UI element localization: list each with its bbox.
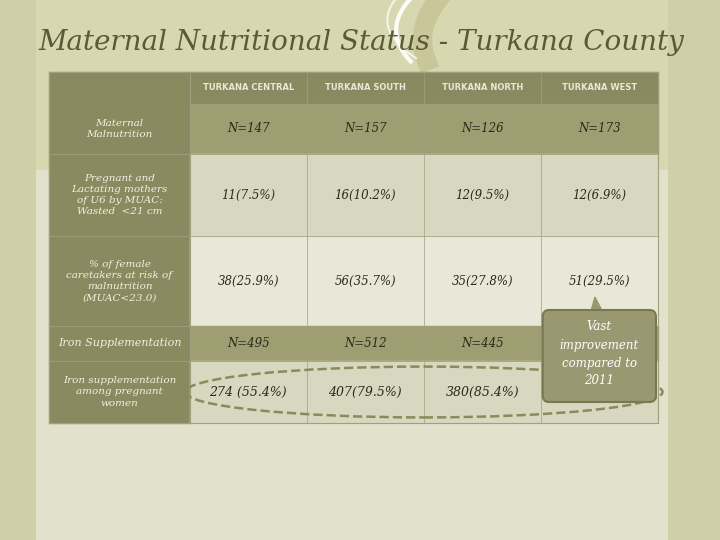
Text: N=157: N=157	[344, 123, 387, 136]
Bar	[541, 236, 658, 326]
Text: 274 (55.4%): 274 (55.4%)	[210, 386, 287, 399]
Text: 12(6.9%): 12(6.9%)	[572, 188, 626, 201]
Text: N=126: N=126	[461, 123, 503, 136]
Text: TURKANA WEST: TURKANA WEST	[562, 84, 637, 92]
Bar	[190, 154, 307, 236]
Text: 12(9.5%): 12(9.5%)	[455, 188, 509, 201]
Bar	[190, 326, 307, 361]
Bar	[541, 326, 658, 361]
Text: 380(85.4%): 380(85.4%)	[446, 386, 519, 399]
Text: Iron supplementation
among pregnant
women: Iron supplementation among pregnant wome…	[63, 376, 176, 408]
Text: 11(7.5%): 11(7.5%)	[221, 188, 275, 201]
Text: TURKANA CENTRAL: TURKANA CENTRAL	[202, 84, 294, 92]
Bar	[36, 170, 668, 540]
Bar	[49, 361, 190, 423]
Bar	[424, 361, 541, 423]
Text: 56(35.7%): 56(35.7%)	[335, 274, 396, 287]
Bar	[36, 0, 668, 170]
FancyBboxPatch shape	[543, 310, 656, 402]
Bar	[307, 236, 424, 326]
Text: Iron Supplementation: Iron Supplementation	[58, 339, 181, 348]
Bar	[49, 236, 190, 326]
Bar	[307, 104, 424, 154]
Bar	[190, 236, 307, 326]
Text: 51(29.5%): 51(29.5%)	[569, 274, 630, 287]
Bar	[49, 104, 190, 154]
Text: TURKANA SOUTH: TURKANA SOUTH	[325, 84, 406, 92]
Text: Maternal Nutritional Status - Turkana County: Maternal Nutritional Status - Turkana Co…	[38, 29, 684, 56]
Bar	[190, 361, 307, 423]
Bar	[49, 154, 190, 236]
Bar	[424, 326, 541, 361]
Bar	[424, 154, 541, 236]
Text: N=495: N=495	[227, 337, 269, 350]
Bar	[307, 361, 424, 423]
Bar	[49, 72, 658, 104]
Bar	[190, 104, 307, 154]
Bar	[541, 154, 658, 236]
Text: TURKANA NORTH: TURKANA NORTH	[441, 84, 523, 92]
Bar	[307, 154, 424, 236]
Bar	[541, 104, 658, 154]
Text: 16(10.2%): 16(10.2%)	[335, 188, 396, 201]
Text: N=512: N=512	[344, 337, 387, 350]
Text: 38(25.9%): 38(25.9%)	[217, 274, 279, 287]
Bar	[424, 104, 541, 154]
Bar	[541, 361, 658, 423]
Bar	[424, 236, 541, 326]
Text: Pregnant and
Lactating mothers
of U6 by MUAC:
Wasted  <21 cm: Pregnant and Lactating mothers of U6 by …	[71, 174, 168, 216]
Text: Maternal
Malnutrition: Maternal Malnutrition	[86, 119, 153, 139]
Text: N=173: N=173	[578, 123, 621, 136]
Bar	[49, 326, 190, 361]
Text: 35(27.8%): 35(27.8%)	[451, 274, 513, 287]
Text: Vast
improvement
compared to
2011: Vast improvement compared to 2011	[559, 321, 639, 388]
Polygon shape	[589, 297, 606, 319]
Text: N=147: N=147	[227, 123, 269, 136]
Text: N=445: N=445	[461, 337, 503, 350]
Bar	[307, 326, 424, 361]
Text: 407(79.5%): 407(79.5%)	[328, 386, 402, 399]
Text: % of female
caretakers at risk of
malnutrition
(MUAC<23.0): % of female caretakers at risk of malnut…	[66, 260, 173, 302]
Text: 289(69.4%): 289(69.4%)	[562, 386, 636, 399]
